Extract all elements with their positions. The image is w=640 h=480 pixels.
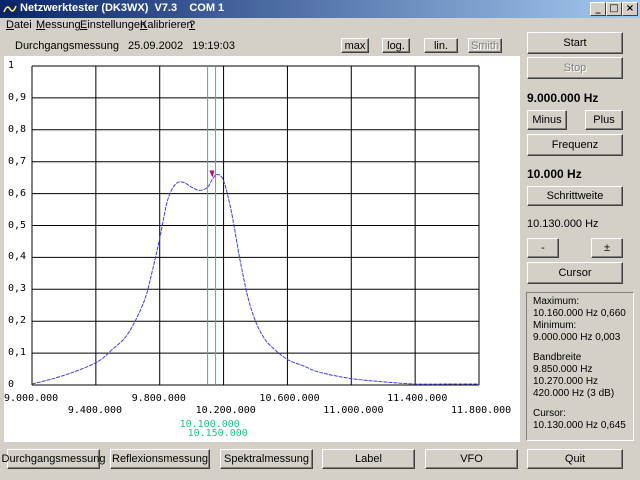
minus-button[interactable]: Minus <box>527 110 567 130</box>
cursor-frequency: 10.130.000 Hz <box>527 218 599 230</box>
close-button[interactable]: × <box>622 2 638 16</box>
y-tick-label: 0,4 <box>8 251 27 263</box>
cursor-right-button[interactable]: ± <box>591 238 623 258</box>
max-button[interactable]: max <box>341 38 369 53</box>
menu-datei[interactable]: Datei <box>6 19 32 31</box>
bandwidth-label: Bandbreite <box>533 352 582 363</box>
transmission-chart <box>31 65 480 386</box>
maximum-label: Maximum: <box>533 296 580 307</box>
bandwidth-high: 10.270.000 Hz <box>533 376 599 387</box>
x-tick-label: 11.000.000 <box>323 405 384 416</box>
measurement-time: 19:19:03 <box>192 40 235 52</box>
app-icon <box>3 2 17 16</box>
measurement-status: Durchgangsmessung 25.09.2002 19:19:03 <box>15 40 241 52</box>
menu-messung[interactable]: Messung <box>36 19 81 31</box>
chart-grid <box>31 65 480 386</box>
y-tick-label: 1 <box>8 60 15 71</box>
frequenz-button[interactable]: Frequenz <box>527 134 623 156</box>
plus-button[interactable]: Plus <box>585 110 623 130</box>
x-tick-label: 11.800.000 <box>451 405 512 416</box>
spektralmessung-button[interactable]: Spektralmessung <box>220 449 313 469</box>
smith-button[interactable]: Smith <box>468 38 502 53</box>
step-size: 10.000 Hz <box>527 167 582 181</box>
x-tick-label: 10.600.000 <box>259 393 320 404</box>
maximize-button[interactable]: □ <box>606 2 622 16</box>
series-line <box>31 173 479 385</box>
minimum-value: 9.000.000 Hz 0,003 <box>533 332 621 343</box>
y-tick-label: 0,8 <box>8 123 27 135</box>
cursor-value: 10.130.000 Hz 0,645 <box>533 420 626 431</box>
cursor-label: Cursor: <box>533 408 566 419</box>
cursor-line-label: 10.150.000 <box>187 428 248 439</box>
minimum-label: Minimum: <box>533 320 577 331</box>
cursor-left-button[interactable]: - <box>527 238 559 258</box>
y-tick-label: 0,3 <box>8 283 27 295</box>
y-tick-label: 0,5 <box>8 219 27 231</box>
label-button[interactable]: Label <box>322 449 415 469</box>
chart-cursors <box>207 66 217 385</box>
cursor-line-label: 10.100.000 <box>179 419 240 430</box>
quit-button[interactable]: Quit <box>527 449 623 469</box>
stop-button[interactable]: Stop <box>527 57 623 79</box>
x-tick-label: 11.400.000 <box>387 393 448 404</box>
y-tick-label: 0,2 <box>8 315 27 327</box>
x-tick-label: 9.800.000 <box>131 393 186 404</box>
start-button[interactable]: Start <box>527 32 623 54</box>
cursor-button[interactable]: Cursor <box>527 262 623 284</box>
plot-area[interactable]: 0 0,1 0,2 0,3 0,4 0,5 0,6 0,7 0,8 0,9 1 9.000.000 9… <box>4 56 520 442</box>
reflexionsmessung-button[interactable]: Reflexionsmessung <box>110 449 210 469</box>
x-tick-label: 9.400.000 <box>67 405 123 416</box>
y-tick-label: 0,7 <box>8 155 27 167</box>
vfo-button[interactable]: VFO <box>425 449 518 469</box>
schrittweite-button[interactable]: Schrittweite <box>527 186 623 206</box>
window-title: Netzwerktester (DK3WX) V7.3 COM 1 <box>20 2 225 14</box>
menu-bar: Datei Messung Einstellungen Kalibrieren … <box>0 18 640 34</box>
menu-help[interactable]: ? <box>189 19 196 31</box>
bandwidth-low: 9.850.000 Hz <box>533 364 593 375</box>
cursor-marker <box>209 170 215 178</box>
x-tick-label: 10.200.000 <box>195 405 256 416</box>
minimize-button[interactable]: _ <box>590 2 606 16</box>
y-tick-label: 0,9 <box>8 91 27 103</box>
menu-kalibrieren[interactable]: Kalibrieren <box>140 19 193 31</box>
measurement-date: 25.09.2002 <box>128 40 184 52</box>
y-tick-label: 0,1 <box>8 347 27 359</box>
maximum-value: 10.160.000 Hz 0,660 <box>533 308 626 319</box>
measurement-info-panel: Maximum: 10.160.000 Hz 0,660 Minimum: 9.… <box>526 292 634 441</box>
y-tick-label: 0,6 <box>8 187 27 199</box>
bandwidth-width: 420.000 Hz (3 dB) <box>533 388 615 399</box>
durchgangsmessung-button[interactable]: Durchgangsmessung <box>2 449 105 469</box>
x-tick-label: 9.000.000 <box>4 393 59 404</box>
menu-einstellungen[interactable]: Einstellungen <box>80 19 147 31</box>
menu-datei-rest: atei <box>13 19 32 31</box>
y-tick-label: 0 <box>8 379 15 390</box>
start-frequency: 9.000.000 Hz <box>527 91 599 105</box>
title-bar: Netzwerktester (DK3WX) V7.3 COM 1 _ □ × <box>0 0 640 18</box>
log-button[interactable]: log. <box>382 38 410 53</box>
lin-button[interactable]: lin. <box>424 38 458 53</box>
measurement-mode: Durchgangsmessung <box>15 40 119 52</box>
